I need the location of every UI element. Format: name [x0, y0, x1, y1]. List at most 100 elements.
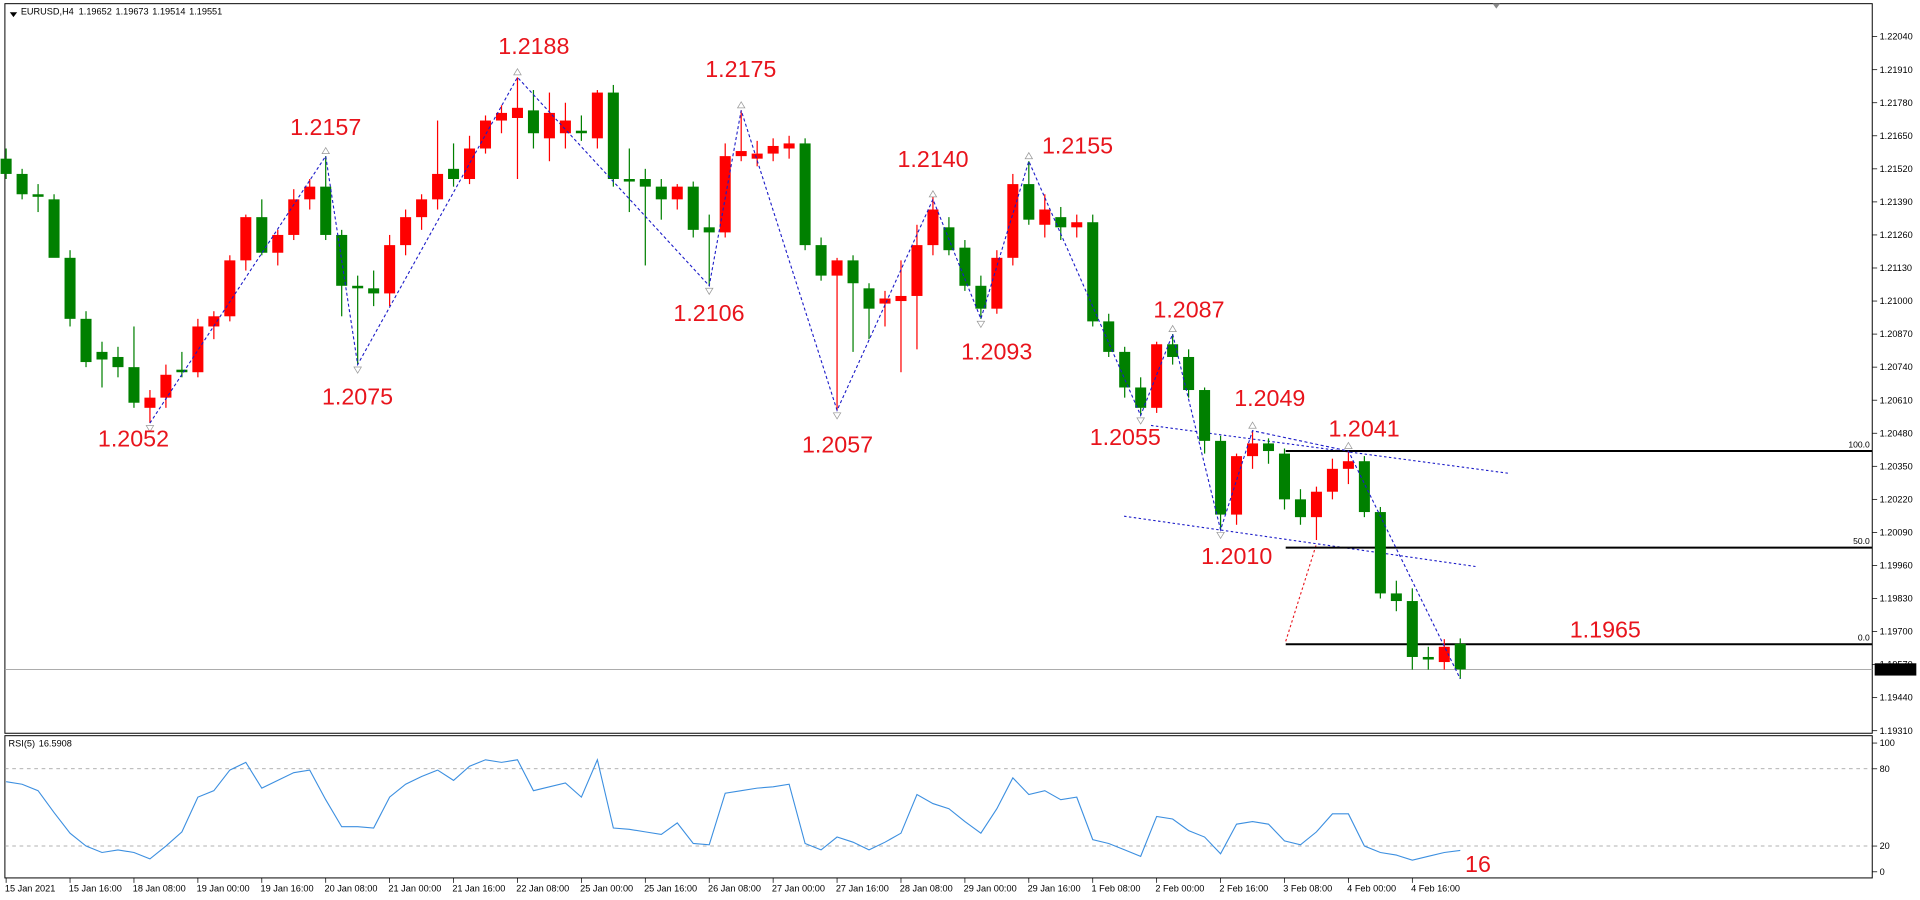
- candle-body: [48, 199, 60, 258]
- price-tag: [1874, 663, 1917, 676]
- x-tick-label: 3 Feb 08:00: [1283, 883, 1332, 893]
- candle-body: [1103, 321, 1115, 352]
- candle-body: [895, 295, 907, 302]
- candle-body: [1247, 443, 1259, 457]
- candle-body: [719, 156, 731, 233]
- candle-body: [847, 260, 859, 284]
- pivot-arrow: [513, 68, 522, 76]
- candle-body: [1310, 491, 1322, 518]
- candle-body: [1263, 443, 1275, 452]
- x-tick-label: 15 Jan 2021: [5, 883, 55, 893]
- menu-marker: [9, 12, 18, 18]
- candle-body: [416, 199, 428, 218]
- candle-body: [1422, 656, 1434, 660]
- y-tick-label: 20: [1880, 841, 1890, 851]
- x-tick-label: 1 Feb 08:00: [1092, 883, 1141, 893]
- y-tick-label: 1.19310: [1880, 726, 1913, 736]
- x-tick-label: 29 Jan 00:00: [964, 883, 1017, 893]
- candle-body: [160, 374, 172, 398]
- candle-body: [671, 186, 683, 200]
- y-tick-label: 80: [1880, 764, 1890, 774]
- y-tick-label: 1.20480: [1880, 428, 1913, 438]
- candle-body: [1071, 222, 1083, 228]
- y-tick-label: 1.20350: [1880, 461, 1913, 471]
- rsi-label: 16: [1465, 851, 1491, 877]
- x-tick-label: 25 Jan 16:00: [644, 883, 697, 893]
- fib-label: 50.0: [1853, 536, 1870, 546]
- y-tick-label: 1.21000: [1880, 296, 1913, 306]
- candle-body: [735, 151, 747, 157]
- price-pane: [4, 3, 1873, 734]
- candle-body: [32, 194, 44, 197]
- pivot-arrow: [1136, 417, 1145, 425]
- pivot-label: 1.1965: [1570, 617, 1641, 643]
- candle-body: [911, 245, 923, 296]
- candle-body: [1231, 456, 1243, 515]
- y-tick-label: 1.21910: [1880, 65, 1913, 75]
- pivot-arrow: [145, 425, 155, 433]
- candle-body: [559, 120, 571, 134]
- x-tick-label: 21 Jan 00:00: [388, 883, 441, 893]
- y-tick-label: 1.19440: [1880, 693, 1913, 703]
- candle-body: [1183, 356, 1195, 391]
- pivot-arrow: [1248, 421, 1257, 429]
- candle-body: [432, 173, 444, 200]
- y-tick-label: 1.22040: [1880, 32, 1913, 42]
- candle-body: [1390, 593, 1402, 602]
- candle-body: [959, 247, 971, 286]
- candle-body: [16, 173, 28, 195]
- y-tick-label: 1.19960: [1880, 561, 1913, 571]
- pivot-label: 1.2010: [1201, 543, 1272, 569]
- candle-body: [176, 369, 188, 373]
- pivot-label: 1.2055: [1090, 424, 1161, 450]
- shift-marker: [1492, 3, 1500, 9]
- pivot-label: 1.2155: [1042, 132, 1113, 158]
- rsi-last: 16.5908: [39, 739, 72, 749]
- candle-body: [1294, 499, 1306, 518]
- candle-body: [527, 110, 539, 134]
- zigzag: [149, 76, 1461, 680]
- y-tick-label: 1.19830: [1880, 594, 1913, 604]
- candle-body: [448, 168, 460, 180]
- x-tick-label: 27 Jan 00:00: [772, 883, 825, 893]
- y-tick-label: 1.20870: [1880, 329, 1913, 339]
- candle-body: [991, 257, 1003, 309]
- rsi-pane: [4, 735, 1873, 879]
- last-high: 1.19673: [116, 7, 149, 17]
- x-tick-label: 4 Feb 00:00: [1347, 883, 1396, 893]
- candle-body: [128, 367, 140, 403]
- candle-body: [1278, 453, 1290, 500]
- candle-body: [1151, 344, 1163, 408]
- x-tick-label: 29 Jan 16:00: [1028, 883, 1081, 893]
- pivot-label: 1.2093: [961, 338, 1032, 364]
- last-low: 1.19514: [152, 7, 185, 17]
- x-tick-label: 28 Jan 08:00: [900, 883, 953, 893]
- pivot-arrow: [353, 366, 362, 374]
- candle-body: [591, 92, 603, 139]
- candle-body: [1055, 217, 1067, 228]
- x-tick-label: 21 Jan 16:00: [452, 883, 505, 893]
- candle-body: [400, 217, 412, 246]
- candle-body: [1199, 390, 1211, 441]
- candle-body: [368, 288, 380, 294]
- candle-body: [623, 179, 635, 182]
- y-tick-label: 1.20220: [1880, 494, 1913, 504]
- pivot-arrow: [321, 146, 331, 155]
- last-open: 1.19652: [79, 7, 112, 17]
- candle-body: [639, 179, 651, 187]
- x-tick-label: 4 Feb 16:00: [1411, 883, 1460, 893]
- candle-body: [543, 112, 555, 139]
- x-tick-label: 2 Feb 16:00: [1219, 883, 1268, 893]
- candle-body: [1039, 209, 1051, 225]
- fib-trend-line: [1285, 544, 1317, 642]
- candle-body: [703, 227, 715, 233]
- candle-body: [1119, 351, 1131, 388]
- y-tick-label: 1.21780: [1880, 98, 1913, 108]
- candle-body: [607, 92, 619, 180]
- symbol-header: EURUSD,H4 1.19652 1.19673 1.19514 1.19551: [21, 7, 222, 17]
- pivot-label: 1.2049: [1234, 385, 1305, 411]
- x-tick-label: 15 Jan 16:00: [69, 883, 122, 893]
- candle-body: [480, 120, 492, 149]
- symbol: EURUSD,H4: [21, 7, 74, 17]
- x-tick-label: 26 Jan 08:00: [708, 883, 761, 893]
